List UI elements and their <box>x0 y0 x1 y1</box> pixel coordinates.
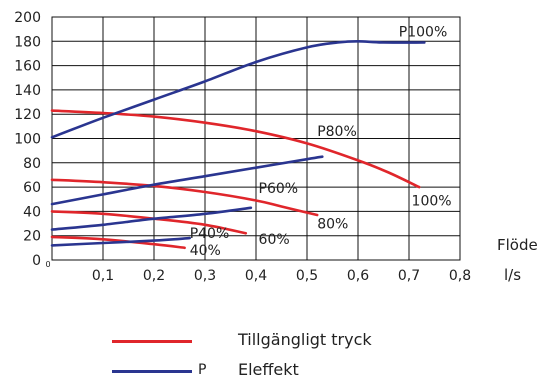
x-axis-unit: l/s <box>504 266 522 284</box>
y-tick-label: 40 <box>23 204 41 220</box>
y-tick-label: 140 <box>14 83 41 99</box>
y-tick-label: 80 <box>23 156 41 172</box>
curve-label: 80% <box>317 216 348 232</box>
curve-label: P80% <box>317 124 357 140</box>
y-axis-ticks: 0 20 40 60 80 100 120 140 160 180 200 <box>14 10 41 269</box>
legend: Tillgängligt tryck P Eleffekt <box>100 328 400 388</box>
pressure-curve-0 <box>50 109 421 189</box>
x-tick-label: 0,5 <box>296 268 318 284</box>
pump-curve-chart: 0 20 40 60 80 100 120 140 160 180 200 0 0,1 0,2 0,3 0,… <box>14 10 471 284</box>
power-curve-6 <box>50 206 253 231</box>
curve-annotations: P100% P80% P60% P40% 100% 80% 60% 40% <box>190 24 452 259</box>
x-tick-label: 0,8 <box>449 268 471 284</box>
x-tick-label: 0,1 <box>92 268 114 284</box>
power-curve-5 <box>50 155 324 206</box>
curve-label: 60% <box>259 232 290 248</box>
x-tick-label: 0,3 <box>194 268 216 284</box>
legend-marker-power: P <box>198 362 207 378</box>
x-tick-label: 0,6 <box>347 268 369 284</box>
legend-swatch-pressure <box>112 340 192 343</box>
y-tick-label: 180 <box>14 34 41 50</box>
y-tick-label: 20 <box>23 229 41 245</box>
x-tick-label: 0,2 <box>143 268 165 284</box>
y-tick-label: 60 <box>23 180 41 196</box>
y-tick-label: 0 <box>32 253 41 269</box>
y-tick-label: 120 <box>14 107 41 123</box>
power-curve-4 <box>50 39 426 139</box>
legend-label-power: Eleffekt <box>238 360 299 379</box>
y-tick-label: 100 <box>14 132 41 148</box>
curve-label: 100% <box>412 193 452 209</box>
series-layer <box>50 39 426 250</box>
x-tick-label: 0 <box>45 260 50 269</box>
y-tick-label: 160 <box>14 59 41 75</box>
legend-swatch-power <box>112 370 192 373</box>
curve-label: P100% <box>399 24 447 40</box>
curve-label: 40% <box>190 243 221 259</box>
power-curve-7 <box>50 236 191 247</box>
curve-label: P40% <box>190 226 230 242</box>
pressure-curve-1 <box>50 178 319 217</box>
legend-item-pressure: Tillgängligt tryck <box>100 328 400 358</box>
legend-label-pressure: Tillgängligt tryck <box>238 330 372 349</box>
legend-item-power: P Eleffekt <box>100 358 400 388</box>
x-axis-ticks: 0 0,1 0,2 0,3 0,4 0,5 0,6 0,7 0,8 <box>45 260 471 284</box>
x-axis-label: Flöde <box>497 236 538 254</box>
curve-label: P60% <box>259 181 299 197</box>
y-tick-label: 200 <box>14 10 41 26</box>
x-tick-label: 0,4 <box>245 268 267 284</box>
x-tick-label: 0,7 <box>398 268 420 284</box>
